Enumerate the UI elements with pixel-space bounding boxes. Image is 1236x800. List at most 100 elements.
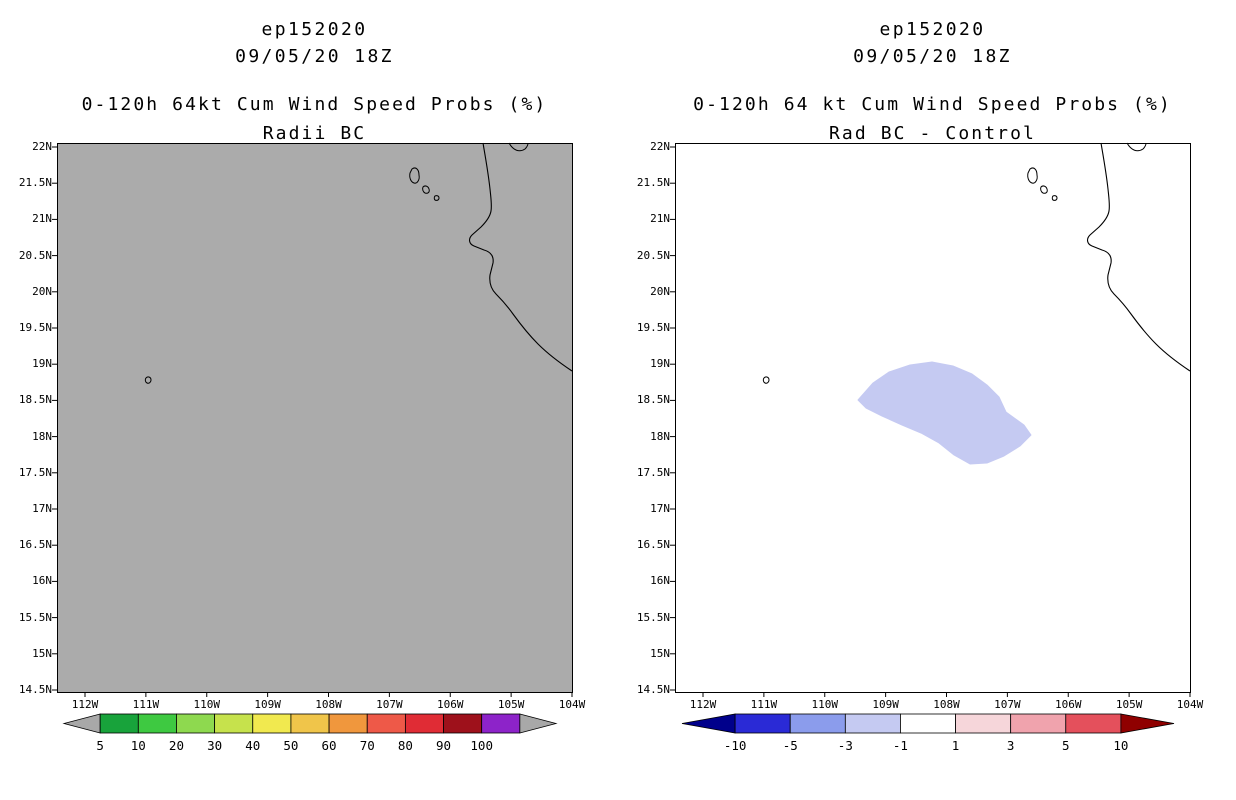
lon-tick-label: 111W — [750, 698, 778, 711]
lon-tick-label: 106W — [1055, 698, 1082, 711]
lat-tick-label: 20N — [32, 284, 52, 298]
lat-tick-label: 18N — [650, 429, 670, 443]
lon-tick-label: 110W — [193, 698, 221, 711]
map-plot — [670, 142, 1191, 697]
lat-tick-label: 22N — [650, 140, 670, 153]
init-time: 09/05/20 18Z — [853, 46, 1012, 67]
lat-tick-label: 17N — [32, 502, 52, 515]
colorbar-label: 90 — [436, 738, 451, 753]
map-plot — [52, 142, 573, 697]
lon-tick-label: 105W — [497, 698, 525, 711]
colorbar-label: 80 — [398, 738, 413, 753]
lat-tick-label: 19.5N — [18, 321, 52, 334]
lon-tick-label: 107W — [376, 698, 403, 711]
lat-tick-label: 16N — [650, 574, 670, 588]
lon-tick-label: 105W — [1115, 698, 1143, 711]
storm-id: ep152020 — [261, 19, 368, 40]
colorbar-segment — [900, 713, 956, 734]
island — [1027, 167, 1038, 184]
coastline-inlet — [1126, 142, 1147, 152]
lat-tick-label: 14.5N — [18, 683, 52, 696]
colorbar-segment — [1065, 713, 1122, 734]
colorbar-segment — [137, 713, 177, 734]
lat-tick-label: 22N — [32, 140, 52, 153]
panel-header: ep152020 09/05/20 18Z — [57, 16, 572, 70]
lat-tick-label: 17.5N — [18, 465, 52, 479]
lat-tick-label: 19N — [32, 357, 52, 371]
lat-tick-label: 17N — [650, 502, 670, 515]
map-frame — [57, 143, 573, 693]
colorbar-label: 100 — [470, 738, 493, 753]
colorbar-label: 10 — [1113, 738, 1128, 753]
island — [422, 185, 430, 194]
lat-tick-label: 20.5N — [18, 248, 52, 262]
init-time: 09/05/20 18Z — [235, 46, 394, 67]
colorbar-segment — [214, 713, 254, 734]
colorbar-label: -10 — [724, 738, 747, 753]
product-title: 0-120h 64 kt Cum Wind Speed Probs (%) Ra… — [675, 90, 1190, 148]
lat-tick-label: 20.5N — [636, 248, 670, 262]
colorbar-segment — [176, 713, 216, 734]
colorbar-right-arrow — [1120, 713, 1175, 734]
colorbar-label: 40 — [245, 738, 260, 753]
lon-tick-label: 112W — [689, 698, 717, 711]
coastline — [1087, 142, 1191, 372]
lat-tick-label: 15N — [650, 646, 670, 660]
probability-colorbar: 5 10 20 30 40 50 60 70 80 90 100 — [62, 713, 558, 753]
colorbar-label: 5 — [96, 738, 104, 753]
colorbar-label: 3 — [1007, 738, 1015, 753]
colorbar-segment — [481, 713, 521, 734]
lat-tick-label: 19N — [650, 357, 670, 371]
lat-tick-label: 21N — [32, 212, 52, 226]
colorbar-segment — [1010, 713, 1067, 734]
colorbar-label: 1 — [952, 738, 960, 753]
lon-tick-label: 112W — [71, 698, 99, 711]
lon-tick-label: 104W — [558, 698, 586, 711]
product-title: 0-120h 64kt Cum Wind Speed Probs (%) Rad… — [57, 90, 572, 148]
coastline-inlet — [508, 142, 529, 152]
lat-tick-label: 15.5N — [18, 610, 52, 624]
lat-tick-label: 18.5N — [636, 393, 670, 407]
colorbar-left-arrow — [681, 713, 736, 734]
lon-tick-label: 106W — [437, 698, 464, 711]
colorbar-segment — [99, 713, 139, 734]
anomaly-region — [857, 361, 1032, 465]
product-title-line1: 0-120h 64kt Cum Wind Speed Probs (%) — [81, 94, 548, 115]
lon-tick-label: 111W — [132, 698, 160, 711]
lat-tick-label: 16N — [32, 574, 52, 588]
panel-rad-bc-minus-control: ep152020 09/05/20 18Z 0-120h 64 kt Cum W… — [618, 0, 1236, 800]
colorbar-left-arrow — [62, 713, 101, 734]
island — [1051, 195, 1058, 201]
lat-tick-label: 18N — [32, 429, 52, 443]
colorbar-segment — [404, 713, 444, 734]
colorbar-segment — [443, 713, 483, 734]
map-features — [144, 142, 573, 384]
colorbar-segment — [366, 713, 406, 734]
lat-tick-label: 18.5N — [18, 393, 52, 407]
colorbar-label: 10 — [131, 738, 146, 753]
colorbar-label: 70 — [360, 738, 375, 753]
colorbar-label: -3 — [838, 738, 853, 753]
colorbar-label: -5 — [783, 738, 798, 753]
lon-tick-label: 110W — [811, 698, 839, 711]
product-title-line2: Radii BC — [262, 123, 367, 144]
island — [762, 376, 770, 384]
coastline — [469, 142, 573, 372]
map-features — [762, 142, 1191, 465]
lat-tick-label: 15.5N — [636, 610, 670, 624]
difference-colorbar: -10 -5 -3 -1 1 3 5 10 — [681, 713, 1175, 753]
colorbar-label: 20 — [169, 738, 184, 753]
lon-tick-label: 107W — [994, 698, 1021, 711]
product-title-line2: Rad BC - Control — [829, 123, 1036, 144]
colorbar-label: 5 — [1062, 738, 1070, 753]
panel-radii-bc: ep152020 09/05/20 18Z 0-120h 64kt Cum Wi… — [18, 16, 586, 753]
lat-tick-label: 16.5N — [18, 538, 52, 552]
lon-tick-label: 108W — [315, 698, 342, 711]
lon-tick-label: 104W — [1176, 698, 1204, 711]
colorbar-segment — [290, 713, 330, 734]
island — [433, 195, 440, 201]
lat-tick-label: 17.5N — [636, 465, 670, 479]
storm-id: ep152020 — [879, 19, 986, 40]
colorbar-segment — [955, 713, 1012, 734]
colorbar-segment — [844, 713, 901, 734]
